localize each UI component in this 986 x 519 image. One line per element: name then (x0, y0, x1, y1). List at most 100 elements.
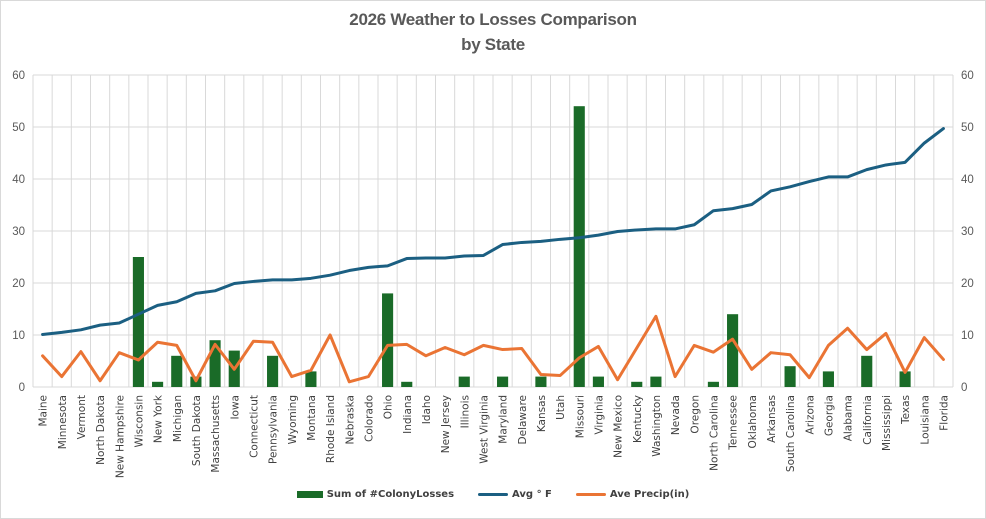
x-tick-label: Idaho (421, 395, 433, 424)
x-tick-label: New Hampshire (114, 395, 126, 478)
x-tick-label: Utah (555, 395, 567, 420)
bar (592, 376, 604, 387)
bar (631, 381, 643, 387)
bar (899, 371, 911, 387)
bar (822, 371, 834, 387)
y-axis-left: 0 10 20 30 40 50 60 (12, 70, 25, 394)
x-tick-label: Kansas (536, 395, 548, 432)
x-tick-label: South Dakota (191, 395, 203, 466)
x-tick-label: Iowa (229, 395, 241, 420)
y-tick-label-left: 20 (12, 278, 25, 290)
legend-swatch-line (575, 493, 606, 496)
legend-swatch-bar (296, 491, 323, 498)
x-tick-label: Texas (900, 395, 912, 425)
line-avg-temp (41, 127, 945, 336)
x-tick-label: Mississippi (881, 395, 893, 451)
y-tick-label-right: 0 (961, 382, 967, 394)
x-tick-label: Wyoming (287, 395, 299, 444)
chart-title: 2026 Weather to Losses Comparison (349, 10, 637, 29)
x-tick-label: Oklahoma (747, 395, 759, 448)
y-tick-label-left: 0 (19, 382, 25, 394)
x-tick-label: Kentucky (632, 395, 644, 443)
x-tick-label: Louisiana (919, 395, 931, 445)
x-tick-label: North Carolina (708, 395, 720, 471)
x-tick-label: Nevada (670, 395, 682, 435)
x-tick-label: Ohio (383, 395, 395, 419)
bar (535, 376, 547, 387)
bar (727, 314, 739, 387)
x-tick-label: Oregon (689, 395, 701, 434)
bar (382, 293, 394, 387)
y-tick-label-left: 40 (12, 174, 25, 186)
bar (573, 106, 585, 387)
x-tick-label: Georgia (823, 395, 835, 436)
x-tick-label: Connecticut (248, 395, 260, 458)
x-tick-label: Vermont (76, 395, 88, 439)
x-tick-label: New Mexico (613, 395, 625, 458)
x-tick-label: Delaware (517, 395, 529, 444)
legend-item-avg-temp: Avg ° F (478, 489, 552, 500)
bar (458, 376, 470, 387)
x-tick-label: Virginia (593, 395, 605, 435)
y-axis-right: 0 10 20 30 40 50 60 (961, 70, 974, 394)
bar (401, 381, 413, 387)
bar (497, 376, 509, 387)
bar (209, 340, 221, 387)
x-tick-label: Florida (938, 395, 950, 431)
y-tick-label-left: 60 (12, 70, 25, 82)
bar (267, 355, 279, 387)
x-tick-label: New Jersey (440, 395, 452, 453)
x-tick-label: Rhode Island (325, 395, 337, 463)
x-tick-label: Tennessee (728, 395, 740, 451)
chart-subtitle: by State (461, 35, 525, 54)
x-tick-label: California (862, 395, 874, 445)
x-tick-label: South Carolina (785, 395, 797, 472)
line-series (41, 127, 945, 384)
x-tick-label: Colorado (363, 395, 375, 442)
legend: Sum of #ColonyLosses Avg ° F Ave Precip(… (0, 489, 986, 500)
x-tick-label: Missouri (574, 395, 586, 438)
x-axis: Maine Minnesota Vermont North Dakota New Ham… (38, 394, 951, 478)
bar (861, 355, 873, 387)
bar (152, 381, 164, 387)
y-tick-label-right: 30 (961, 226, 974, 238)
x-tick-label: Nebraska (344, 395, 356, 445)
y-tick-label-left: 50 (12, 122, 25, 134)
x-tick-label: Alabama (843, 395, 855, 441)
y-tick-label-left: 30 (12, 226, 25, 238)
bar (171, 355, 183, 387)
bar (305, 371, 317, 387)
x-tick-label: Indiana (402, 395, 414, 434)
legend-item-precip: Ave Precip(in) (575, 489, 690, 500)
y-tick-label-right: 50 (961, 122, 974, 134)
x-tick-label: Minnesota (57, 395, 69, 449)
x-tick-label: Maryland (498, 395, 510, 444)
y-tick-label-left: 10 (12, 330, 25, 342)
x-tick-label: Massachusetts (210, 395, 222, 473)
legend-label: Ave Precip(in) (609, 489, 690, 500)
legend-swatch-line (478, 493, 509, 496)
y-tick-label-right: 40 (961, 174, 974, 186)
bar (132, 257, 144, 387)
x-tick-label: New York (153, 394, 165, 443)
x-tick-label: Pennsylvania (268, 395, 280, 464)
bar (650, 376, 662, 387)
x-tick-label: North Dakota (95, 395, 107, 465)
x-tick-label: Arizona (804, 395, 816, 434)
gridlines (32, 74, 954, 388)
bar (784, 366, 796, 387)
legend-label: Sum of #ColonyLosses (326, 489, 455, 500)
bar (707, 381, 719, 387)
y-tick-label-right: 10 (961, 330, 974, 342)
legend-item-colony-losses: Sum of #ColonyLosses (296, 489, 455, 500)
x-tick-label: Montana (306, 395, 318, 441)
x-tick-label: Illinois (459, 395, 471, 428)
x-tick-label: Maine (38, 395, 50, 427)
x-tick-label: Wisconsin (133, 395, 145, 447)
x-tick-label: Washington (651, 395, 663, 457)
line-avg-precip (41, 314, 945, 384)
x-tick-label: West Virginia (478, 395, 490, 464)
x-tick-label: Michigan (172, 395, 184, 442)
legend-label: Avg ° F (512, 489, 552, 500)
